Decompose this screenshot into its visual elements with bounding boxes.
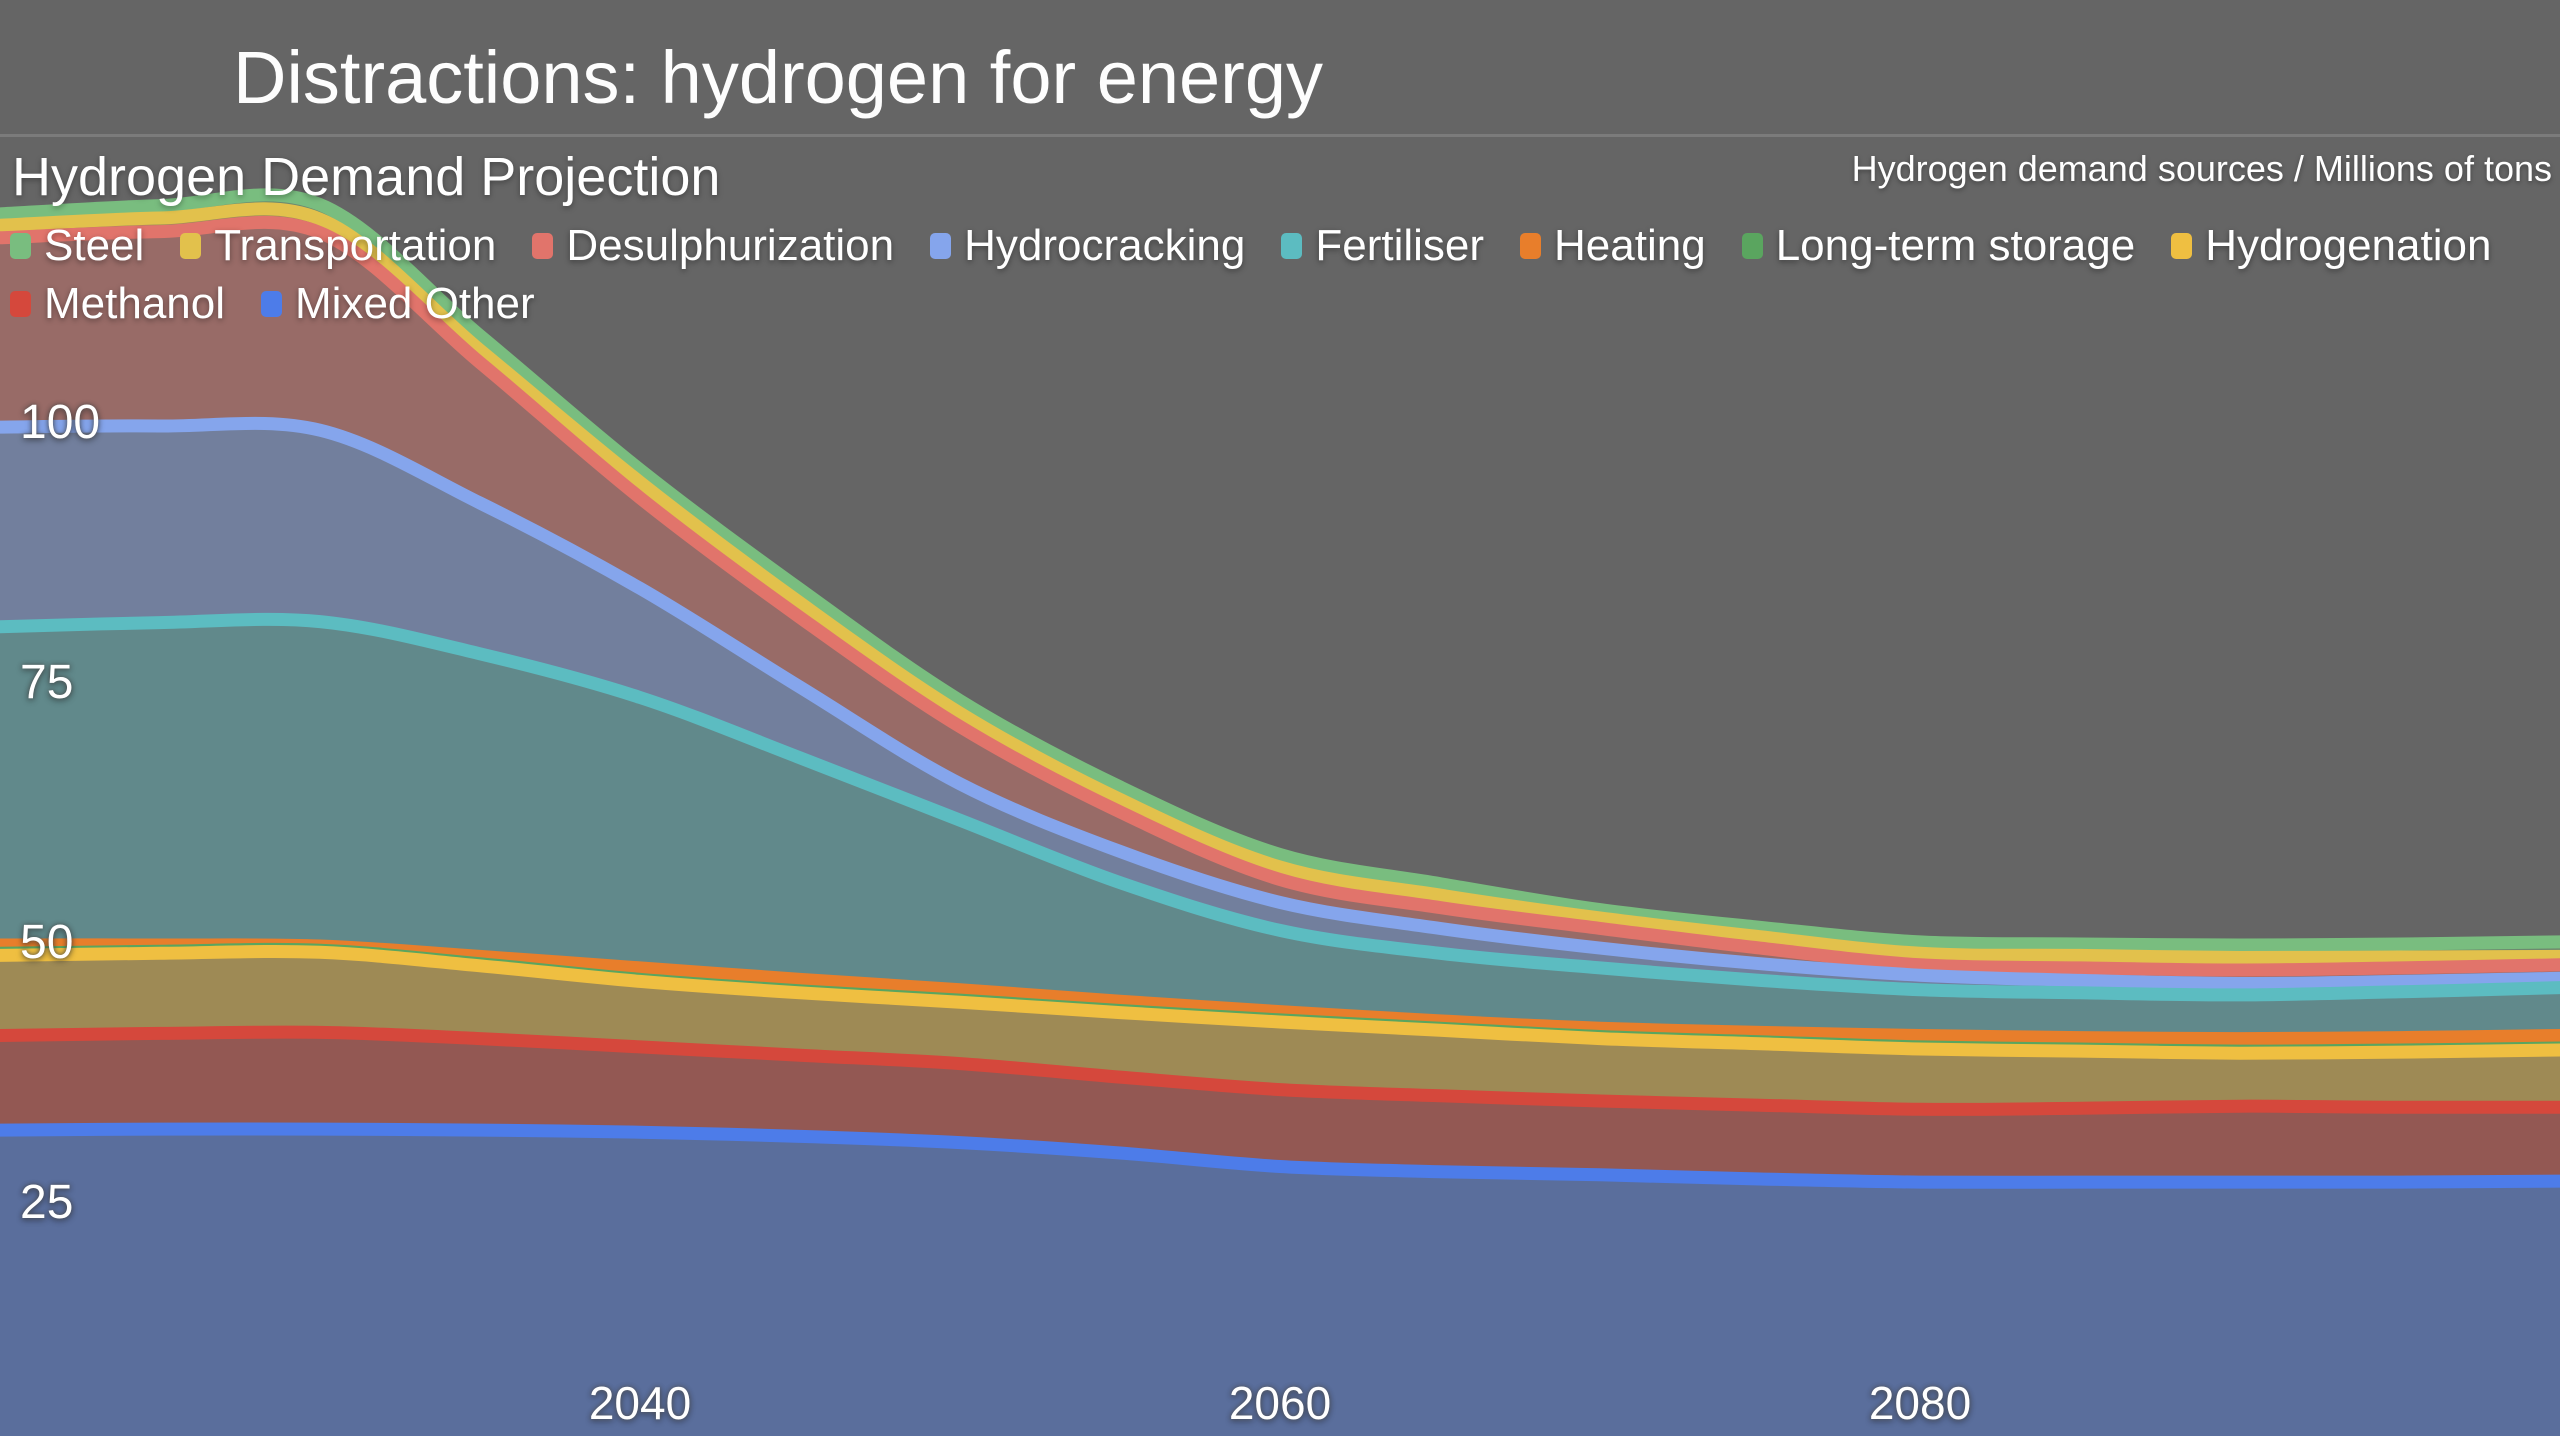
legend-label: Hydrocracking: [964, 221, 1246, 270]
line-mixed-other: [0, 1122, 2560, 1189]
y-tick-75: 75: [20, 656, 74, 709]
title-separator: [0, 134, 2560, 137]
legend-item-hydrocracking[interactable]: Hydrocracking: [930, 221, 1245, 271]
line-desulphurization: [0, 215, 2560, 977]
legend-label: Mixed Other: [295, 279, 535, 328]
legend-label: Transportation: [214, 221, 497, 270]
legend-item-mixed-other[interactable]: Mixed Other: [261, 279, 535, 329]
legend-item-transportation[interactable]: Transportation: [180, 221, 496, 271]
area-hydrocracking: [0, 423, 2560, 995]
legend-row-1: Steel Transportation Desulphurization Hydro…: [10, 220, 2491, 272]
line-hydrocracking: [0, 416, 2560, 991]
y-tick-25: 25: [20, 1176, 74, 1229]
legend-swatch-hydrocracking: [930, 233, 952, 259]
legend-item-desulphurization[interactable]: Desulphurization: [532, 221, 894, 271]
area-desulphurization: [0, 222, 2560, 984]
line-hydrogenation: [0, 944, 2560, 1060]
legend-swatch-fertiliser: [1281, 233, 1303, 259]
x-tick-2040: 2040: [588, 1377, 692, 1429]
axis-unit-label: Hydrogen demand sources / Millions of to…: [1851, 148, 2552, 189]
legend-item-long-term-storage[interactable]: Long-term storage: [1741, 221, 2136, 271]
legend-swatch-transportation: [180, 233, 202, 259]
x-tick-2080: 2080: [1868, 1377, 1972, 1429]
legend-swatch-hydrogenation: [2171, 233, 2193, 259]
line-methanol: [0, 1025, 2560, 1116]
y-tick-50: 50: [20, 916, 74, 969]
x-tick-2060: 2060: [1228, 1377, 1332, 1429]
area-fertiliser: [0, 619, 2560, 1039]
legend-item-hydrogenation[interactable]: Hydrogenation: [2171, 221, 2491, 271]
legend-swatch-steel: [10, 233, 31, 259]
legend-label: Desulphurization: [566, 221, 895, 270]
legend-label: Methanol: [44, 279, 226, 328]
legend-row-2: Methanol Mixed Other: [10, 278, 2491, 330]
legend-label: Steel: [44, 221, 145, 270]
legend-swatch-heating: [1520, 233, 1542, 259]
legend-label: Fertiliser: [1315, 221, 1485, 270]
line-transportation: [0, 202, 2560, 965]
legend-swatch-mixed-other: [261, 291, 283, 317]
legend-swatch-long-term-storage: [1741, 233, 1763, 259]
chart-legend: Steel Transportation Desulphurization Hydro…: [10, 220, 2491, 330]
y-tick-100: 100: [20, 396, 101, 449]
area-mixed-other: [0, 1128, 2560, 1436]
legend-label: Hydrogenation: [2205, 221, 2492, 270]
area-hydrogenation: [0, 951, 2560, 1110]
area-methanol: [0, 1032, 2560, 1183]
legend-item-heating[interactable]: Heating: [1520, 221, 1706, 271]
chart-title: Hydrogen Demand Projection: [12, 147, 721, 207]
legend-swatch-desulphurization: [532, 233, 554, 259]
legend-item-fertiliser[interactable]: Fertiliser: [1281, 221, 1484, 271]
legend-item-steel[interactable]: Steel: [10, 221, 144, 271]
legend-label: Long-term storage: [1775, 221, 2136, 270]
line-steel: [0, 188, 2560, 952]
legend-label: Heating: [1554, 221, 1706, 270]
legend-item-methanol[interactable]: Methanol: [10, 279, 225, 329]
slide-title: Distractions: hydrogen for energy: [233, 36, 1323, 119]
line-fertiliser: [0, 612, 2560, 1002]
legend-swatch-methanol: [10, 291, 31, 317]
